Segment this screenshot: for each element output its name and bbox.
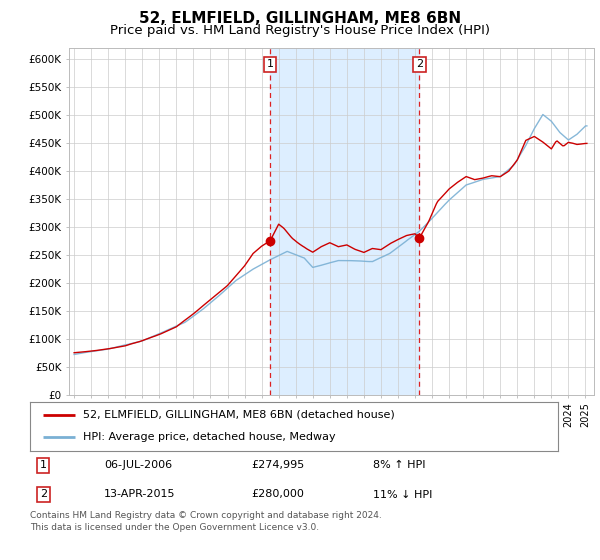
Text: 52, ELMFIELD, GILLINGHAM, ME8 6BN: 52, ELMFIELD, GILLINGHAM, ME8 6BN (139, 11, 461, 26)
Text: 1: 1 (40, 460, 47, 470)
Bar (270, 48, 419, 395)
Text: £274,995: £274,995 (252, 460, 305, 470)
Text: Contains HM Land Registry data © Crown copyright and database right 2024.
This d: Contains HM Land Registry data © Crown c… (30, 511, 382, 531)
Text: HPI: Average price, detached house, Medway: HPI: Average price, detached house, Medw… (83, 432, 335, 442)
Text: 13-APR-2015: 13-APR-2015 (104, 489, 175, 500)
Text: 2: 2 (40, 489, 47, 500)
Text: 1: 1 (266, 59, 274, 69)
Text: £280,000: £280,000 (252, 489, 305, 500)
Text: 06-JUL-2006: 06-JUL-2006 (104, 460, 172, 470)
Text: 8% ↑ HPI: 8% ↑ HPI (373, 460, 426, 470)
Text: 11% ↓ HPI: 11% ↓ HPI (373, 489, 433, 500)
Text: 52, ELMFIELD, GILLINGHAM, ME8 6BN (detached house): 52, ELMFIELD, GILLINGHAM, ME8 6BN (detac… (83, 410, 395, 420)
Text: 2: 2 (416, 59, 423, 69)
Text: Price paid vs. HM Land Registry's House Price Index (HPI): Price paid vs. HM Land Registry's House … (110, 24, 490, 36)
